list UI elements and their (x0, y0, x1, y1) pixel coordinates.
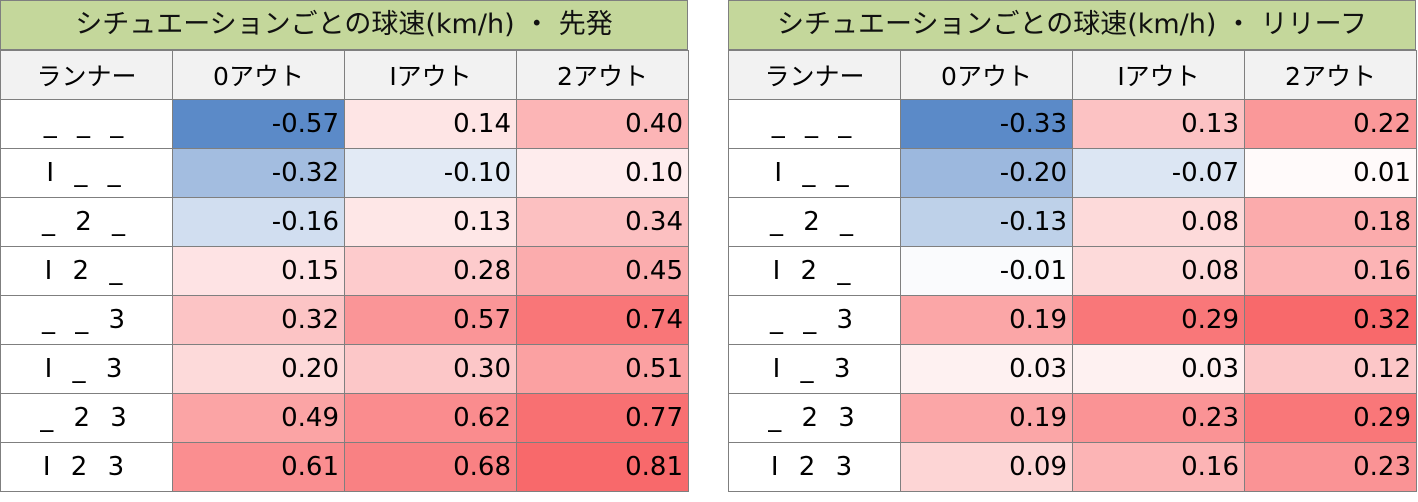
speed-delta-cell: 0.08 (1072, 246, 1245, 296)
runner-situation: _ _ _ (728, 99, 901, 149)
outs-column-header: Iアウト (1072, 50, 1245, 100)
table-row: _ 2 3 0.19 0.23 0.29 (728, 393, 1417, 443)
runner-column-header: ランナー (728, 50, 901, 100)
speed-delta-cell: 0.09 (900, 442, 1073, 492)
speed-delta-cell: 0.74 (516, 295, 689, 345)
speed-delta-cell: 0.28 (344, 246, 517, 296)
runner-situation: _ 2 _ (0, 197, 173, 247)
runner-situation: _ _ 3 (0, 295, 173, 345)
table-row: I _ _ -0.20 -0.07 0.01 (728, 148, 1417, 198)
table-row: _ 2 _ -0.16 0.13 0.34 (0, 197, 689, 247)
runner-situation: I 2 3 (728, 442, 901, 492)
runner-situation: _ 2 3 (0, 393, 173, 443)
runner-situation: I 2 3 (0, 442, 173, 492)
table-row: I _ _ -0.32 -0.10 0.10 (0, 148, 689, 198)
table-row: I _ 3 0.03 0.03 0.12 (728, 344, 1417, 394)
speed-delta-cell: 0.13 (1072, 99, 1245, 149)
header-row: ランナー 0アウト Iアウト 2アウト (0, 50, 689, 100)
speed-delta-cell: 0.29 (1072, 295, 1245, 345)
runner-column-header: ランナー (0, 50, 173, 100)
outs-column-header: 0アウト (172, 50, 345, 100)
speed-delta-cell: -0.20 (900, 148, 1073, 198)
speed-delta-cell: 0.77 (516, 393, 689, 443)
speed-delta-cell: 0.03 (1072, 344, 1245, 394)
speed-delta-cell: 0.01 (1244, 148, 1417, 198)
table-row: _ _ 3 0.19 0.29 0.32 (728, 295, 1417, 345)
speed-delta-cell: -0.10 (344, 148, 517, 198)
speed-delta-cell: 0.40 (516, 99, 689, 149)
outs-column-header: 2アウト (516, 50, 689, 100)
speed-delta-cell: 0.49 (172, 393, 345, 443)
table-row: _ _ _ -0.33 0.13 0.22 (728, 99, 1417, 149)
speed-delta-cell: 0.19 (900, 393, 1073, 443)
speed-delta-cell: 0.30 (344, 344, 517, 394)
speed-delta-cell: 0.57 (344, 295, 517, 345)
speed-delta-cell: 0.18 (1244, 197, 1417, 247)
table-row: _ 2 _ -0.13 0.08 0.18 (728, 197, 1417, 247)
speed-delta-cell: -0.07 (1072, 148, 1245, 198)
speed-delta-cell: 0.32 (172, 295, 345, 345)
speed-delta-cell: 0.08 (1072, 197, 1245, 247)
speed-delta-cell: 0.16 (1244, 246, 1417, 296)
speed-delta-cell: -0.16 (172, 197, 345, 247)
data-grid: ランナー 0アウト Iアウト 2アウト _ _ _ -0.57 0.14 0.40 I _ _ -… (0, 50, 689, 492)
speed-delta-cell: 0.29 (1244, 393, 1417, 443)
speed-delta-cell: 0.62 (344, 393, 517, 443)
speed-delta-cell: 0.13 (344, 197, 517, 247)
table-row: _ _ _ -0.57 0.14 0.40 (0, 99, 689, 149)
table-title: シチュエーションごとの球速(km/h) ・ 先発 (0, 0, 688, 50)
speed-delta-cell: -0.33 (900, 99, 1073, 149)
speed-delta-cell: 0.15 (172, 246, 345, 296)
runner-situation: I 2 _ (0, 246, 173, 296)
runner-situation: _ 2 _ (728, 197, 901, 247)
speed-delta-cell: 0.61 (172, 442, 345, 492)
speed-delta-cell: 0.68 (344, 442, 517, 492)
speed-delta-cell: 0.12 (1244, 344, 1417, 394)
starter-table: シチュエーションごとの球速(km/h) ・ 先発 ランナー 0アウト Iアウト 2アウ… (0, 0, 690, 502)
table-row: I 2 3 0.61 0.68 0.81 (0, 442, 689, 492)
reliever-table: シチュエーションごとの球速(km/h) ・ リリーフ ランナー 0アウト Iアウト 2… (728, 0, 1418, 502)
speed-delta-cell: 0.16 (1072, 442, 1245, 492)
speed-delta-cell: -0.01 (900, 246, 1073, 296)
speed-delta-cell: 0.03 (900, 344, 1073, 394)
runner-situation: _ _ _ (0, 99, 173, 149)
speed-delta-cell: 0.19 (900, 295, 1073, 345)
speed-delta-cell: -0.13 (900, 197, 1073, 247)
speed-delta-cell: -0.57 (172, 99, 345, 149)
data-grid: ランナー 0アウト Iアウト 2アウト _ _ _ -0.33 0.13 0.22 I _ _ -… (728, 50, 1417, 492)
table-row: I 2 3 0.09 0.16 0.23 (728, 442, 1417, 492)
speed-delta-cell: 0.45 (516, 246, 689, 296)
speed-delta-cell: 0.34 (516, 197, 689, 247)
speed-delta-cell: 0.32 (1244, 295, 1417, 345)
speed-delta-cell: -0.32 (172, 148, 345, 198)
speed-delta-cell: 0.14 (344, 99, 517, 149)
table-row: _ 2 3 0.49 0.62 0.77 (0, 393, 689, 443)
speed-delta-cell: 0.51 (516, 344, 689, 394)
speed-delta-cell: 0.23 (1244, 442, 1417, 492)
outs-column-header: 2アウト (1244, 50, 1417, 100)
table-title: シチュエーションごとの球速(km/h) ・ リリーフ (728, 0, 1416, 50)
table-row: I _ 3 0.20 0.30 0.51 (0, 344, 689, 394)
table-row: I 2 _ 0.15 0.28 0.45 (0, 246, 689, 296)
runner-situation: _ _ 3 (728, 295, 901, 345)
runner-situation: I _ _ (0, 148, 173, 198)
runner-situation: _ 2 3 (728, 393, 901, 443)
table-row: _ _ 3 0.32 0.57 0.74 (0, 295, 689, 345)
runner-situation: I _ _ (728, 148, 901, 198)
runner-situation: I _ 3 (728, 344, 901, 394)
header-row: ランナー 0アウト Iアウト 2アウト (728, 50, 1417, 100)
speed-delta-cell: 0.20 (172, 344, 345, 394)
table-row: I 2 _ -0.01 0.08 0.16 (728, 246, 1417, 296)
speed-delta-cell: 0.22 (1244, 99, 1417, 149)
outs-column-header: 0アウト (900, 50, 1073, 100)
runner-situation: I 2 _ (728, 246, 901, 296)
runner-situation: I _ 3 (0, 344, 173, 394)
speed-delta-cell: 0.81 (516, 442, 689, 492)
speed-delta-cell: 0.10 (516, 148, 689, 198)
outs-column-header: Iアウト (344, 50, 517, 100)
speed-delta-cell: 0.23 (1072, 393, 1245, 443)
